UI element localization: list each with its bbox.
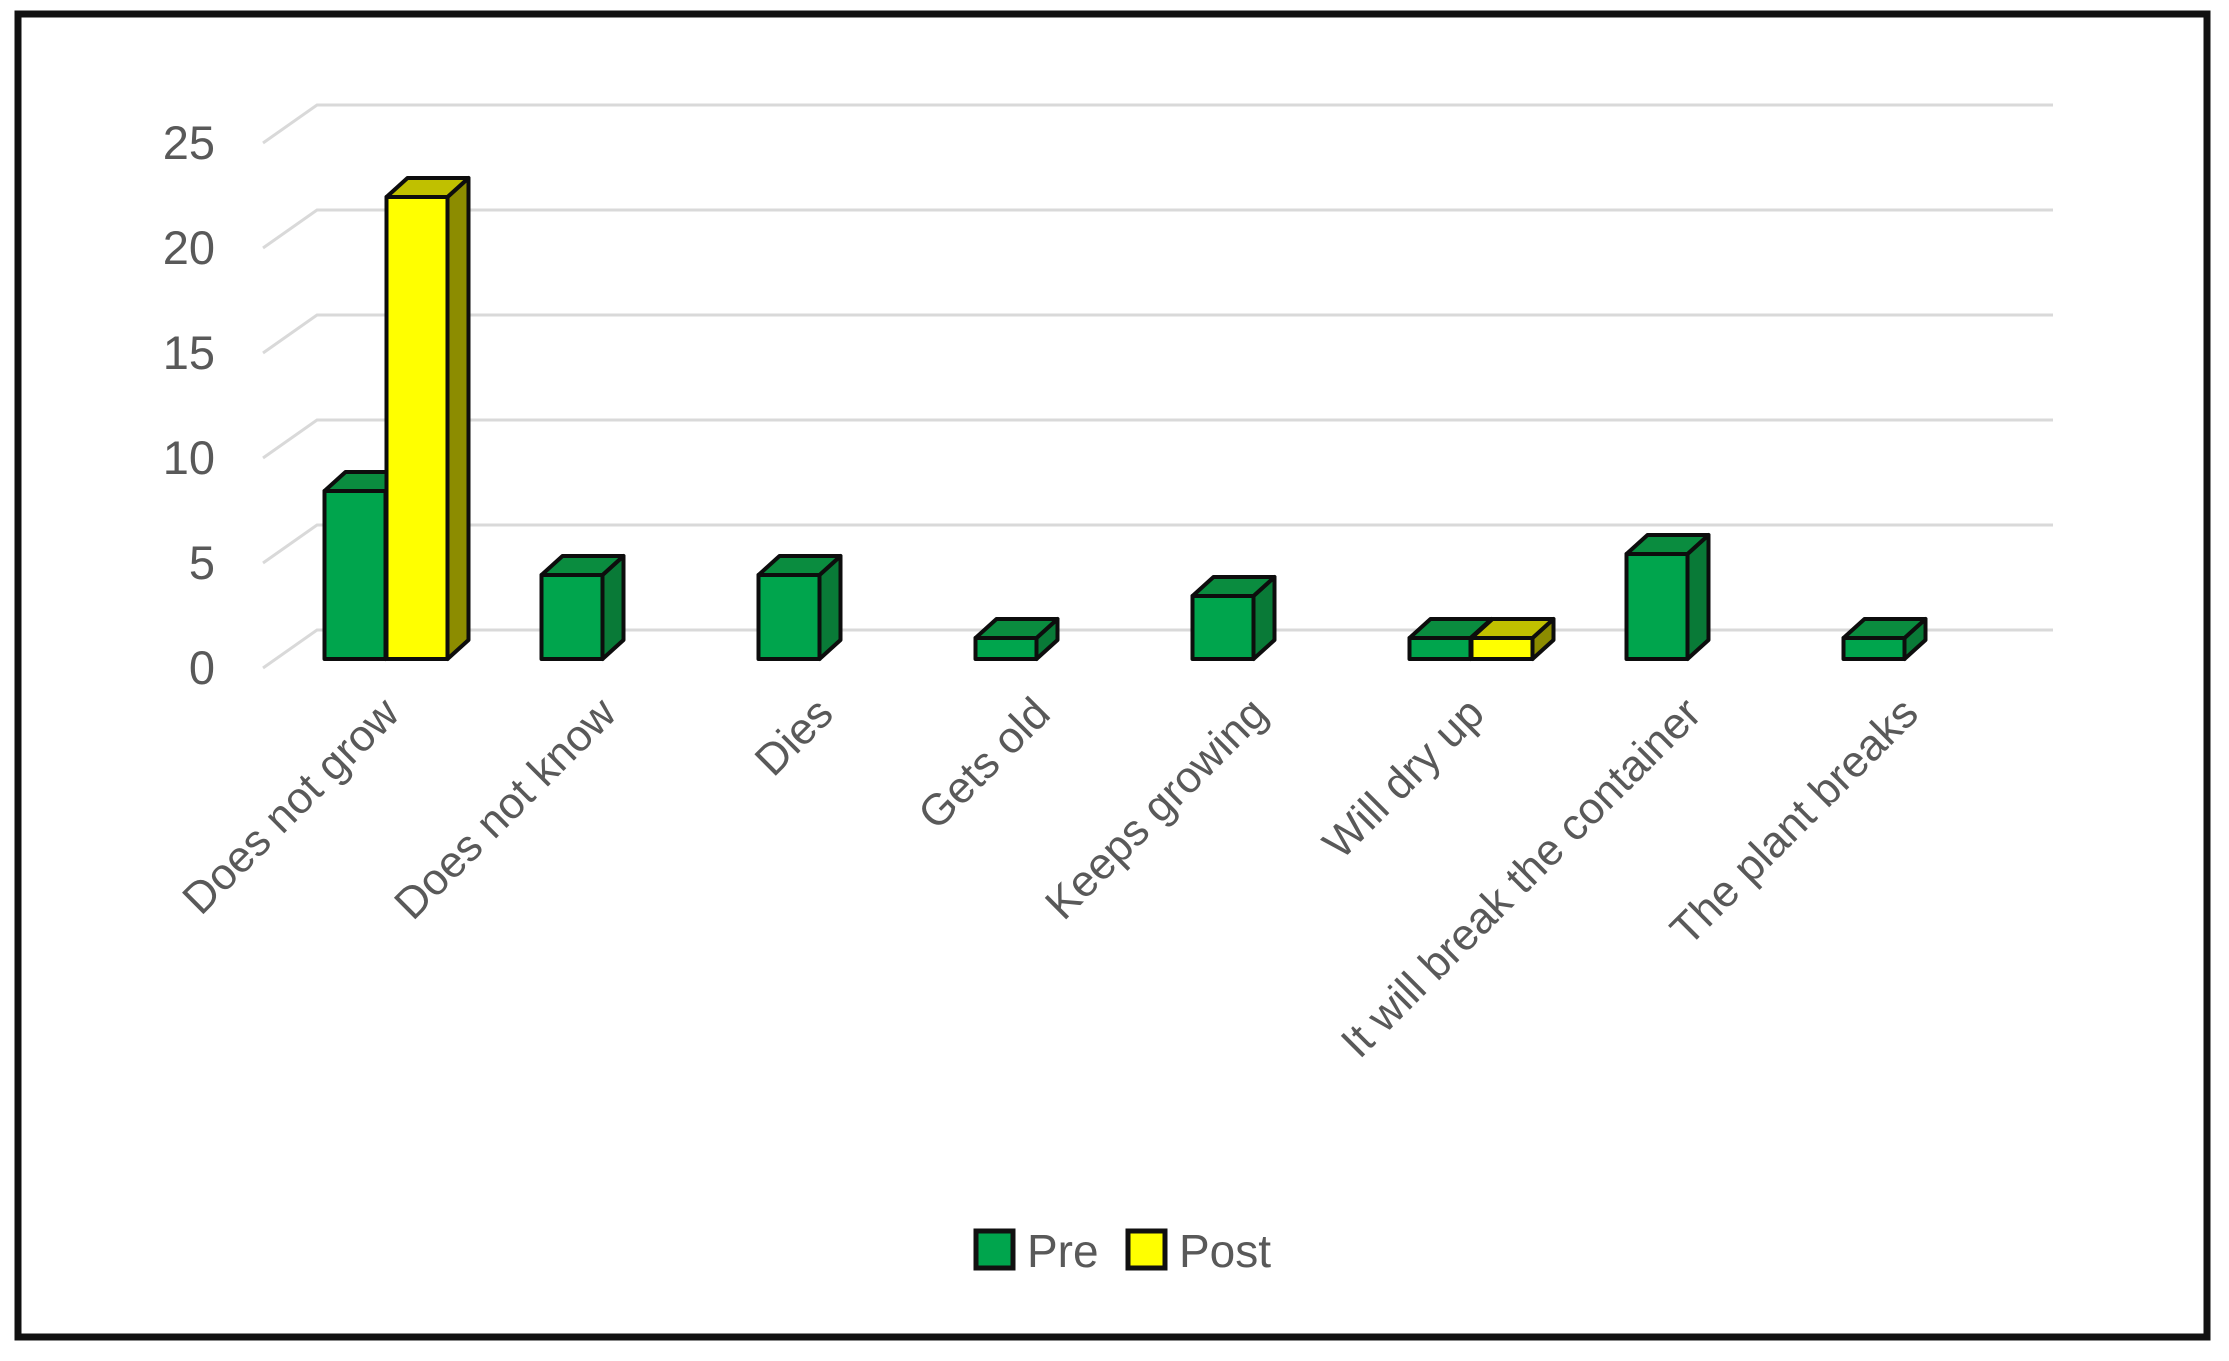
bar-series	[322, 176, 1928, 661]
y-tick-label: 5	[189, 536, 215, 589]
x-category-label: Keeps growing	[1036, 688, 1276, 928]
gridline	[262, 628, 2053, 670]
bar-pre-4-front-face	[1190, 594, 1256, 661]
x-category-label: It will break the container	[1332, 688, 1711, 1067]
legend-swatch-post-icon	[1125, 1228, 1168, 1271]
bar-pre-4	[1190, 575, 1277, 661]
bar-pre-6	[1624, 533, 1711, 661]
x-category-label: Does not know	[385, 688, 626, 929]
bar-post-0-side-face	[445, 176, 471, 661]
bar-pre-7	[1841, 617, 1928, 661]
y-axis-tick-labels: 0 5 10 15 20 25	[163, 116, 215, 694]
bar-post-0-front-face	[384, 195, 450, 661]
legend: Pre Post	[973, 1225, 1271, 1277]
bar-pre-0-front-face	[322, 489, 388, 661]
bar-pre-5-front-face	[1407, 636, 1473, 661]
bar-post-0	[384, 176, 471, 661]
bar-pre-3	[973, 617, 1060, 661]
gridline	[262, 523, 2053, 565]
gridlines	[262, 103, 2053, 670]
bar-pre-2	[756, 554, 843, 661]
bar-post-5	[1469, 617, 1556, 661]
bar-post-5-front-face	[1469, 636, 1535, 661]
legend-swatch-pre-icon	[973, 1228, 1016, 1271]
x-category-label: Does not grow	[173, 688, 408, 923]
bar-pre-2-front-face	[756, 573, 822, 661]
x-category-label: Dies	[746, 688, 843, 785]
bar-pre-3-front-face	[973, 636, 1039, 661]
legend-label-post: Post	[1179, 1225, 1271, 1277]
bar-pre-6-front-face	[1624, 552, 1690, 661]
bar-pre-1	[539, 554, 626, 661]
y-tick-label: 25	[163, 116, 215, 169]
x-category-label: Gets old	[909, 688, 1060, 839]
gridline	[262, 418, 2053, 460]
bar-pre-7-front-face	[1841, 636, 1907, 661]
y-tick-label: 0	[189, 641, 215, 694]
bar-pre-1-front-face	[539, 573, 605, 661]
gridline	[262, 313, 2053, 355]
gridline	[262, 103, 2053, 145]
x-category-label: Will dry up	[1314, 688, 1494, 868]
y-tick-label: 10	[163, 431, 215, 484]
legend-label-pre: Pre	[1027, 1225, 1099, 1277]
gridline	[262, 208, 2053, 250]
figure-border	[14, 10, 2211, 1341]
y-tick-label: 20	[163, 221, 215, 274]
y-tick-label: 15	[163, 326, 215, 379]
